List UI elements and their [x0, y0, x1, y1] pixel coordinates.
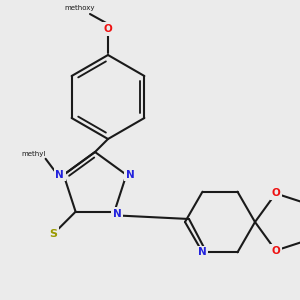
Text: O: O: [272, 245, 280, 256]
Text: N: N: [55, 170, 64, 180]
Text: N: N: [126, 170, 135, 180]
Text: N: N: [198, 247, 207, 257]
Text: methyl: methyl: [21, 151, 46, 157]
Text: O: O: [103, 24, 112, 34]
Text: N: N: [113, 209, 122, 219]
Text: methoxy: methoxy: [65, 5, 95, 11]
Text: S: S: [50, 229, 58, 239]
Text: O: O: [272, 188, 280, 199]
